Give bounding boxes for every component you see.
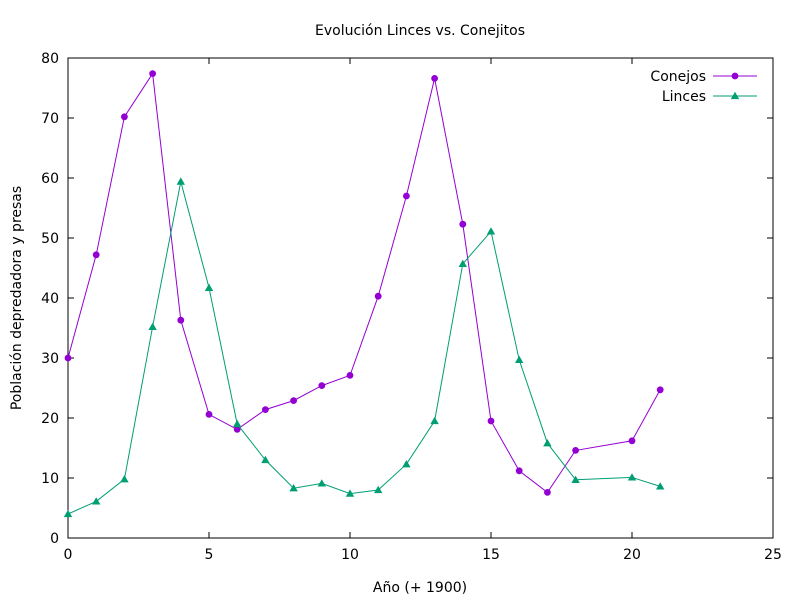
y-tick-label: 20 <box>41 411 59 427</box>
linces-point <box>402 460 411 468</box>
linces-point <box>176 177 185 185</box>
conejos-point <box>628 437 636 445</box>
conejos-point <box>262 406 269 413</box>
y-tick-label: 60 <box>41 171 59 187</box>
x-tick-label: 0 <box>64 547 73 563</box>
conejos-point <box>205 411 213 418</box>
conejos-point <box>459 220 467 228</box>
legend-label-linces: Linces <box>662 89 706 105</box>
conejos-point <box>64 354 72 362</box>
chart-title: Evolución Linces vs. Conejitos <box>315 23 525 39</box>
y-tick-label: 70 <box>41 111 59 127</box>
linces-point <box>374 485 383 494</box>
linces-point <box>204 283 214 291</box>
conejos-point <box>121 113 128 121</box>
conejos-point <box>92 251 100 259</box>
y-tick-label: 0 <box>50 531 59 547</box>
y-axis-label: Población depredadora y presas <box>9 186 25 410</box>
x-tick-label: 10 <box>341 547 359 563</box>
linces-point <box>317 479 326 487</box>
conejos-point <box>572 447 579 454</box>
legend-marker-linces <box>730 91 740 100</box>
series-conejos <box>64 70 664 496</box>
linces-point <box>571 475 580 483</box>
x-axis-label: Año (+ 1900) <box>373 580 467 596</box>
plot-area-border <box>67 57 774 539</box>
y-tick-label: 40 <box>41 291 59 307</box>
conejos-point <box>544 489 551 496</box>
linces-point <box>486 227 496 235</box>
y-tick-label: 30 <box>41 351 59 367</box>
conejos-point <box>149 70 157 77</box>
linces-point <box>148 322 157 330</box>
conejos-point <box>318 382 326 389</box>
linces-point <box>120 475 129 483</box>
linces-point <box>515 355 524 363</box>
conejos-point <box>487 417 495 425</box>
linces-point <box>92 497 101 505</box>
y-tick-label: 80 <box>41 51 59 67</box>
series-linces <box>63 177 665 518</box>
x-tick-label: 5 <box>205 547 214 563</box>
linces-point <box>458 259 467 267</box>
conejos-point <box>290 397 297 404</box>
linces-point <box>345 489 355 497</box>
linces-point <box>261 455 270 464</box>
x-tick-label: 20 <box>623 547 641 563</box>
x-tick-label: 25 <box>764 547 782 563</box>
axis-tick-labels: 0 5 10 15 20 25 0 10 20 30 40 50 60 70 80 <box>41 51 782 563</box>
conejos-point <box>233 426 241 433</box>
linces-point <box>543 439 552 447</box>
legend-marker-conejos <box>731 72 739 80</box>
linces-point <box>430 416 439 425</box>
legend: Conejos Linces <box>650 69 757 105</box>
series-layer <box>63 70 665 518</box>
linces-point <box>656 482 665 490</box>
conejos-point <box>656 386 664 394</box>
conejos-point <box>431 75 438 82</box>
conejos-line <box>67 72 661 494</box>
conejos-point <box>403 192 410 200</box>
legend-label-conejos: Conejos <box>650 69 706 85</box>
linces-point <box>289 484 298 492</box>
conejos-point <box>177 316 185 324</box>
y-tick-label: 10 <box>41 471 59 487</box>
axis-ticks <box>67 57 774 539</box>
linces-line <box>67 181 661 515</box>
x-tick-label: 15 <box>482 547 500 563</box>
linces-point <box>627 473 637 481</box>
linces-point <box>233 419 242 428</box>
conejos-point <box>346 372 354 379</box>
linces-point <box>63 509 73 518</box>
y-tick-label: 50 <box>41 231 59 247</box>
conejos-point <box>515 467 523 475</box>
conejos-point <box>374 292 382 300</box>
